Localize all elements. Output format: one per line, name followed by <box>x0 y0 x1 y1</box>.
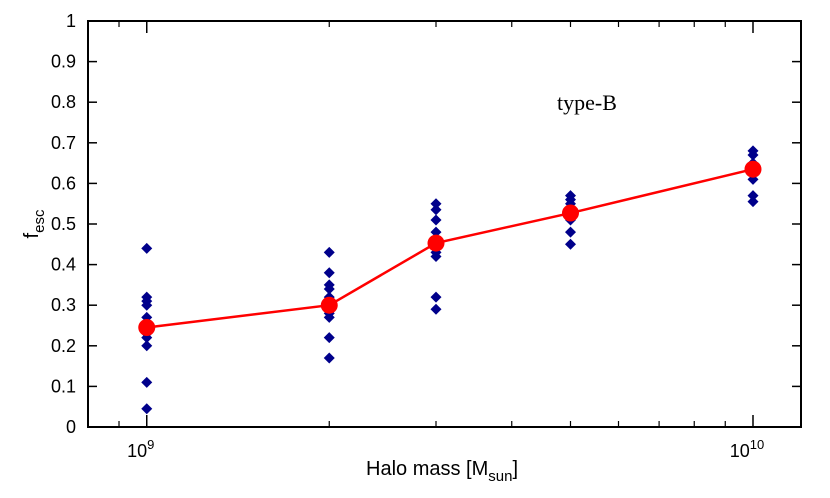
y-tick-label: 0.6 <box>51 173 76 193</box>
y-tick-label: 0.9 <box>51 52 76 72</box>
mean-series-line <box>146 167 754 329</box>
type-annotation: type-B <box>557 90 617 115</box>
halo-point <box>430 214 442 226</box>
halo-point <box>564 226 576 238</box>
axis-ticks <box>88 20 801 428</box>
y-axis-label: fesc <box>21 209 48 238</box>
halo-point <box>747 196 759 208</box>
halo-point <box>430 204 442 216</box>
halo-point <box>747 190 759 202</box>
y-tick-label: 0.4 <box>51 255 76 275</box>
y-tick-label: 0.3 <box>51 295 76 315</box>
halo-point <box>141 376 153 388</box>
mean-point <box>427 234 445 252</box>
halo-point <box>323 352 335 364</box>
halo-point <box>430 303 442 315</box>
x-tick-label: 109 <box>127 437 154 461</box>
halo-point <box>323 267 335 279</box>
halo-point <box>141 340 153 352</box>
y-tick-label: 0.8 <box>51 92 76 112</box>
halo-point <box>747 149 759 161</box>
y-tick-label: 0 <box>66 417 76 437</box>
halo-point <box>430 198 442 210</box>
mean-point <box>561 204 579 222</box>
axis-tick-labels: 0 0.1 0.2 0.3 0.4 0.5 0.6 0.7 0.8 0.9 1 109 1010 <box>51 11 764 461</box>
halo-point <box>323 283 335 295</box>
mean-point <box>744 160 762 178</box>
halo-point <box>323 332 335 344</box>
individual-halo-points <box>141 145 759 415</box>
plot-frame <box>87 20 802 428</box>
halo-point <box>141 403 153 415</box>
halo-point <box>430 291 442 303</box>
y-tick-label: 0.2 <box>51 336 76 356</box>
halo-point <box>430 250 442 262</box>
y-tick-label: 1 <box>66 11 76 31</box>
x-axis-label: Halo mass [Msun] <box>366 458 518 485</box>
halo-point <box>141 242 153 254</box>
halo-point <box>430 226 442 238</box>
mean-series-points <box>138 160 762 337</box>
halo-point <box>323 246 335 258</box>
y-tick-label: 0.1 <box>51 376 76 396</box>
halo-point <box>564 238 576 250</box>
x-tick-label: 1010 <box>730 437 765 461</box>
y-tick-label: 0.5 <box>51 214 76 234</box>
halo-point <box>323 311 335 323</box>
y-tick-label: 0.7 <box>51 133 76 153</box>
mean-point <box>138 319 156 337</box>
halo-point <box>141 299 153 311</box>
mean-point <box>320 296 338 314</box>
